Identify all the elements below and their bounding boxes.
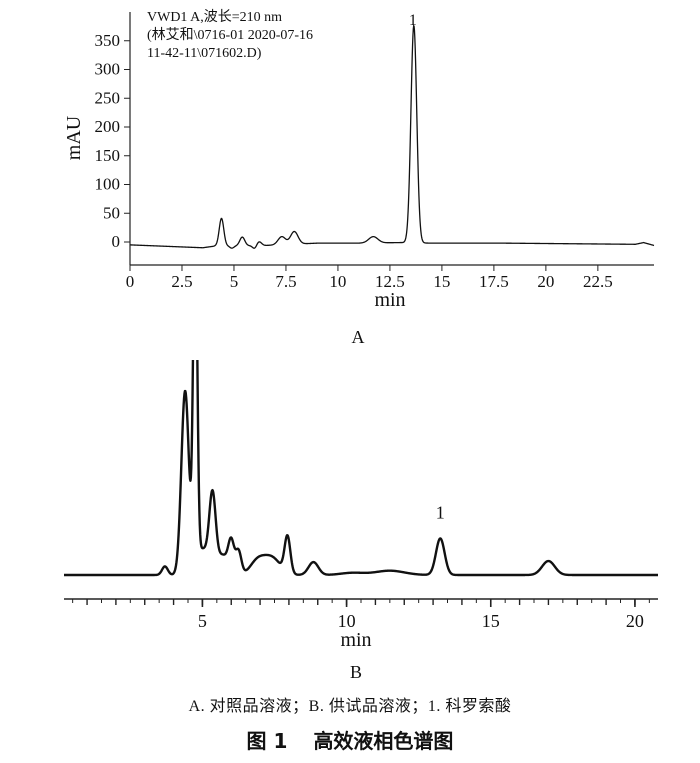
panel-a-y-tick-label: 150 [95,146,121,165]
panel-a-x-tick-label: 10 [329,272,346,291]
panel-b-trace [63,360,658,577]
panel-a-trace [129,23,655,249]
panel-a-annotation-line-1: VWD1 A,波长=210 nm [147,9,282,25]
figure-caption: 图 1 高效液相色谱图 [0,725,700,754]
figure-legend: A. 对照品溶液；B. 供试品溶液；1. 科罗索酸 [188,698,512,715]
panel-b-x-tick-label: 15 [482,611,500,631]
panel-a: 0 50 100 150 200 250 300 350 0 2.5 5 7.5 10 12.5 15 17… [63,9,655,347]
panel-a-y-tick-label: 350 [95,31,121,50]
panel-b: 5 10 15 20 1 min B [63,360,658,682]
panel-b-x-tick-label: 10 [338,611,356,631]
panel-b-x-tick-label: 5 [198,611,207,631]
panel-a-x-tick-label: 7.5 [275,272,296,291]
panel-a-x-tick-label: 0 [126,272,135,291]
panel-a-y-tick-label: 250 [95,88,121,107]
panel-b-label: B [350,662,362,682]
panel-a-y-axis-label: mAU [63,115,85,160]
panel-a-x-tick-label: 12.5 [375,272,405,291]
panel-a-x-ticks: 0 2.5 5 7.5 10 12.5 15 17.5 20 22.5 [126,265,613,291]
panel-a-x-tick-label: 15 [433,272,450,291]
panel-a-x-tick-label: 5 [230,272,239,291]
panel-a-x-tick-label: 20 [537,272,554,291]
figure-number: 图 1 [246,729,288,753]
panel-a-y-ticks: 0 50 100 150 200 250 300 350 [95,31,130,251]
panel-a-y-tick-label: 100 [95,175,121,194]
panel-a-x-tick-label: 2.5 [171,272,192,291]
figure-title-text: 高效液相色谱图 [313,729,454,753]
panel-a-peak-label: 1 [409,12,417,29]
panel-a-annotation-line-2: (林艾和\0716-01 2020-07-16 [147,27,313,43]
panel-a-y-tick-label: 300 [95,60,121,79]
panel-b-x-tick-label: 20 [626,611,644,631]
panel-a-x-axis-label: min [374,289,405,311]
panel-a-x-tick-label: 22.5 [583,272,613,291]
panel-a-y-tick-label: 200 [95,117,121,136]
panel-a-y-tick-label: 50 [103,203,120,222]
panel-a-x-tick-label: 17.5 [479,272,509,291]
panel-a-annotation-line-3: 11-42-11\071602.D) [147,46,262,61]
panel-a-label: A [352,327,365,347]
panel-b-peak-label: 1 [436,503,445,523]
panel-b-x-ticks: 5 10 15 20 [72,599,650,631]
panel-b-x-axis-label: min [340,629,371,651]
panel-a-y-tick-label: 0 [112,232,121,251]
